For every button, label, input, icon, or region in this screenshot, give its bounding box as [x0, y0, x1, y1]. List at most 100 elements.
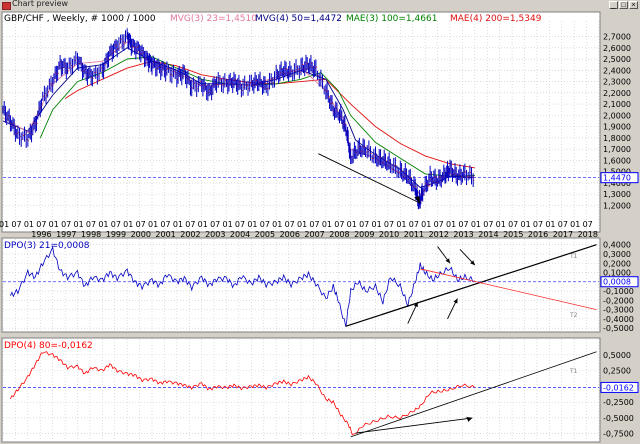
x-month-label: 01	[347, 220, 357, 229]
y-tick-label: -0,7500	[603, 430, 634, 439]
x-month-label: 01	[521, 220, 531, 229]
app-icon	[2, 2, 11, 10]
x-year-label: 1999	[106, 230, 126, 239]
x-year-label: 2005	[255, 230, 275, 239]
current-value-label: 0,0008	[603, 278, 631, 287]
oscillator-arrow-line	[355, 417, 473, 434]
y-tick-label: 0,4000	[603, 241, 631, 250]
x-year-label: 2009	[354, 230, 374, 239]
annotation-arrow-head	[470, 260, 475, 266]
annotation-arrow-head	[445, 258, 450, 264]
annotation-arrow-head	[453, 298, 458, 304]
current-value-label: 1,4470	[603, 174, 631, 183]
x-month-label: 01	[570, 220, 580, 229]
y-tick-label: 2,2000	[603, 89, 631, 98]
y-tick-label: 1,6000	[603, 156, 631, 165]
y-tick-label: 1,7000	[603, 145, 631, 154]
x-month-label: 01	[545, 220, 555, 229]
y-tick-label: 2,6000	[603, 44, 631, 53]
y-tick-label: 2,7000	[603, 33, 631, 42]
y-tick-label: -0,4000	[603, 315, 634, 324]
x-year-label: 2003	[205, 230, 225, 239]
y-tick-label: 0,2000	[603, 259, 631, 268]
x-year-label: 2006	[280, 230, 300, 239]
x-year-label: 2011	[404, 230, 424, 239]
x-month-label: 01	[471, 220, 481, 229]
x-month-label: 07	[334, 220, 344, 229]
x-month-label: 01	[173, 220, 183, 229]
y-tick-label: -0,5000	[603, 414, 634, 423]
oscillator-red-trendline	[420, 268, 597, 310]
price-header-mae4: MAE(4) 200=1,5349	[450, 14, 542, 24]
x-month-label: 01	[49, 220, 59, 229]
y-tick-label: 0,5000	[603, 351, 631, 360]
x-month-label: 07	[533, 220, 543, 229]
x-year-label: 1996	[31, 230, 51, 239]
x-month-label: 07	[285, 220, 295, 229]
y-tick-label: 2,0000	[603, 111, 631, 120]
price-x-axis: 01 07 01 07 01 07 01 07 01 07 01 07 01 07 01 07 01 07 01 07…	[0, 220, 598, 239]
x-month-label: 01	[0, 220, 9, 229]
dpo4-trend-t1-label: T1	[569, 368, 578, 375]
price-header-mvg4: MVG(4) 50=1,4472	[255, 14, 342, 24]
x-month-label: 01	[24, 220, 34, 229]
x-month-label: 01	[148, 220, 158, 229]
y-tick-label: 2,5000	[603, 55, 631, 64]
x-month-label: 07	[309, 220, 319, 229]
dpo3-line	[10, 245, 475, 327]
x-month-label: 07	[260, 220, 270, 229]
current-value-box	[600, 381, 639, 393]
x-year-label: 2010	[379, 230, 399, 239]
x-year-label: 2013	[453, 230, 473, 239]
x-year-label: 2008	[329, 230, 349, 239]
y-tick-label: 2,3000	[603, 78, 631, 87]
x-month-label: 07	[11, 220, 21, 229]
x-month-label: 07	[61, 220, 71, 229]
current-value-box	[600, 276, 639, 288]
x-month-label: 07	[458, 220, 468, 229]
x-month-label: 01	[74, 220, 84, 229]
dpo4-line	[10, 351, 476, 436]
x-year-label: 2012	[429, 230, 449, 239]
x-month-label: 07	[558, 220, 568, 229]
x-year-label: 2007	[304, 230, 324, 239]
x-month-label: 01	[272, 220, 282, 229]
x-month-label: 07	[160, 220, 170, 229]
dpo4-panel: DPO(4) 80=-0,0162 T1 0,5000 0,2500 -0,2500…	[1, 337, 639, 443]
dpo3-trend-t2-label: T2	[569, 312, 578, 319]
price-header-mvg3: MVG(3) 23=1,4510	[170, 14, 257, 24]
y-tick-label: 1,8000	[603, 134, 631, 143]
y-tick-label: 2,4000	[603, 66, 631, 75]
x-month-label: 01	[322, 220, 332, 229]
dpo3-grid	[2, 239, 600, 332]
dpo4-label: DPO(4) 80=-0,0162	[4, 341, 93, 351]
x-month-label: 01	[297, 220, 307, 229]
maximize-button[interactable]: □	[619, 1, 628, 9]
price-trendline	[318, 153, 421, 204]
dpo3-y-axis: 0,40000,30000,20000,1000-0,1000-0,2000-0…	[600, 241, 639, 333]
chart-canvas: GBP/CHF , Weekly, # 1000 / 1000 MVG(3) 2…	[0, 11, 640, 444]
x-month-label: 01	[247, 220, 257, 229]
x-year-label: 2018	[578, 230, 598, 239]
y-tick-label: -0,2500	[603, 398, 634, 407]
x-year-label: 2017	[553, 230, 573, 239]
y-tick-label: 0,2500	[603, 367, 631, 376]
close-button[interactable]: ×	[629, 1, 638, 9]
y-tick-label: 0,1000	[603, 269, 631, 278]
x-month-label: 07	[508, 220, 518, 229]
price-y-axis: 2,7000 2,6000 2,5000 2,4000 2,3000 2,2000 2,10…	[600, 33, 639, 210]
y-tick-label: -0,1000	[603, 287, 634, 296]
x-month-label: 01	[198, 220, 208, 229]
x-year-label: 2004	[230, 230, 250, 239]
x-year-label: 2014	[478, 230, 498, 239]
minimize-button[interactable]: _	[609, 1, 618, 9]
y-tick-label: 1,9000	[603, 123, 631, 132]
x-month-label: 01	[123, 220, 133, 229]
oscillator-trendline	[350, 351, 597, 438]
y-tick-label: -0,5000	[603, 324, 634, 333]
dpo3-trend-t1-label: T1	[569, 253, 578, 260]
x-month-label: 01	[446, 220, 456, 229]
price-panel: GBP/CHF , Weekly, # 1000 / 1000 MVG(3) 2…	[0, 11, 639, 239]
x-month-label: 07	[483, 220, 493, 229]
dpo3-panel: DPO(3) 21=0,0008 T1 T2 0,40000,30000,200…	[1, 237, 639, 333]
